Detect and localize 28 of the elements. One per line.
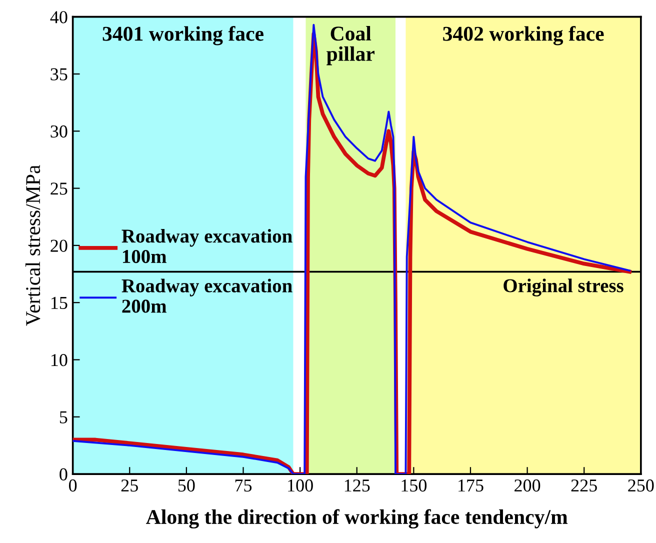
x-tick-label: 200 <box>514 479 540 492</box>
y-tick-label: 0 <box>60 468 68 480</box>
x-tick-label: 225 <box>571 479 597 492</box>
legend-label: Roadway excavation 100m <box>122 229 292 264</box>
x-tick-label: 50 <box>178 479 195 492</box>
band-label: 3402 working face <box>443 26 604 46</box>
x-tick-label: 100 <box>288 479 313 492</box>
y-tick-label: 5 <box>60 411 68 424</box>
x-tick-label: 250 <box>628 479 654 492</box>
x-axis-title: Along the direction of working face tendency/m <box>146 509 568 528</box>
x-tick-label: 175 <box>458 480 484 492</box>
y-tick-label: 10 <box>51 354 68 366</box>
band-label: Coal pillar <box>326 26 374 66</box>
x-tick-label: 150 <box>402 479 427 492</box>
x-tick-label: 75 <box>235 480 252 492</box>
x-tick-label: 25 <box>121 479 138 492</box>
y-axis-title: Vertical stress/MPa <box>25 165 40 326</box>
y-tick-label: 20 <box>50 240 68 252</box>
y-tick-label: 35 <box>50 68 68 80</box>
y-tick-label: 40 <box>50 11 68 24</box>
y-tick-label: 15 <box>51 296 68 310</box>
x-tick-label: 0 <box>68 479 77 492</box>
y-tick-label: 30 <box>50 125 68 138</box>
y-tick-label: 25 <box>50 182 68 195</box>
band-label: 3401 working face <box>102 26 264 46</box>
ref-line-label: Original stress <box>504 278 624 296</box>
legend-label: Roadway excavation 200m <box>122 278 292 313</box>
x-tick-label: 125 <box>344 479 370 492</box>
